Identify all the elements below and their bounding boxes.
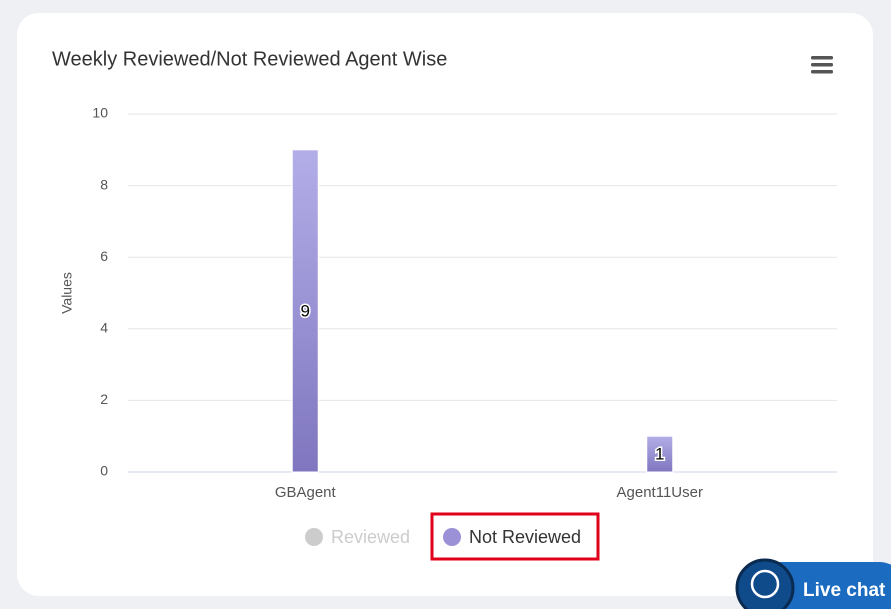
y-axis-label: Values	[59, 272, 75, 314]
y-tick-label: 4	[100, 320, 108, 336]
menu-button[interactable]	[811, 56, 833, 74]
y-tick-label: 6	[100, 248, 108, 264]
legend-item[interactable]: Reviewed	[305, 527, 410, 547]
legend-item[interactable]: Not Reviewed	[443, 527, 581, 547]
bar	[291, 149, 319, 473]
live-chat[interactable]: Live chat	[735, 558, 891, 609]
y-tick-label: 0	[100, 463, 108, 479]
x-tick-label: GBAgent	[275, 484, 337, 501]
legend-label[interactable]: Reviewed	[331, 527, 410, 547]
x-tick-label: Agent11User	[617, 484, 703, 501]
card	[17, 13, 873, 596]
data-label: 9	[301, 301, 310, 320]
y-tick-label: 10	[92, 105, 108, 121]
bar	[646, 435, 674, 473]
y-tick-label: 2	[100, 391, 108, 407]
legend-marker[interactable]	[443, 528, 461, 546]
data-label: 1	[655, 445, 664, 464]
y-tick-label: 8	[100, 176, 108, 192]
legend-marker[interactable]	[305, 528, 323, 546]
chart-title: Weekly Reviewed/Not Reviewed Agent Wise	[52, 48, 447, 70]
highlight-box	[430, 512, 600, 561]
live-chat-label[interactable]: Live chat	[803, 580, 886, 601]
legend-label[interactable]: Not Reviewed	[469, 527, 581, 547]
